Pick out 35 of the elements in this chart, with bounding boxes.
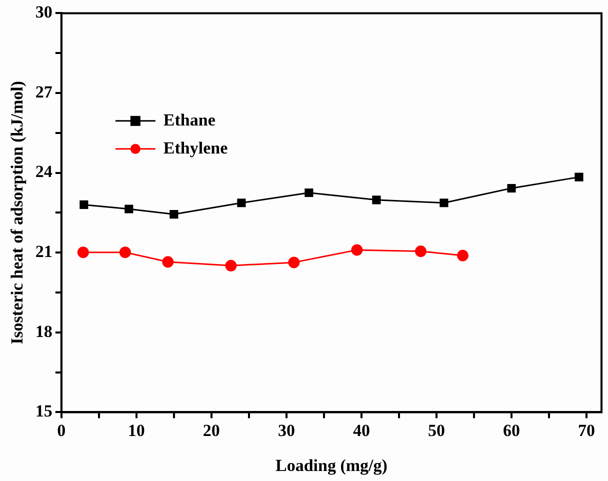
point (288, 256, 300, 268)
point (304, 188, 314, 198)
x-tick-label: 20 (202, 420, 220, 440)
x-tick-label: 50 (428, 420, 445, 440)
y-tick-label: 24 (35, 162, 53, 182)
y-tick-label: 21 (35, 242, 52, 261)
point (237, 198, 246, 208)
point (351, 244, 363, 256)
y-tick-label: 27 (35, 82, 53, 102)
x-tick-label: 30 (278, 420, 295, 440)
point (414, 246, 426, 258)
x-tick-label: 40 (352, 420, 370, 440)
point (507, 184, 516, 193)
x-axis-title: Loading (mg/g) (275, 456, 388, 476)
legend-label: Ethane (163, 110, 216, 130)
point (170, 210, 178, 219)
y-axis-title: Isosteric heat of adsorption (kJ/mol) (8, 80, 27, 344)
x-tick-label: 0 (57, 420, 66, 440)
y-tick-label: 18 (35, 322, 52, 341)
y-tick-label: 15 (35, 402, 52, 421)
x-tick-label: 70 (578, 420, 595, 440)
point (440, 198, 448, 208)
y-tick-label: 30 (35, 2, 52, 22)
point (77, 246, 89, 258)
point (80, 200, 88, 210)
legend-label: Ethylene (163, 138, 228, 158)
point (456, 250, 468, 262)
point (225, 260, 237, 272)
point (124, 204, 134, 214)
x-tick-label: 60 (502, 420, 520, 440)
x-tick-label: 10 (128, 420, 145, 440)
point (162, 256, 174, 268)
point (372, 196, 381, 204)
point (574, 172, 584, 182)
point (119, 246, 131, 258)
